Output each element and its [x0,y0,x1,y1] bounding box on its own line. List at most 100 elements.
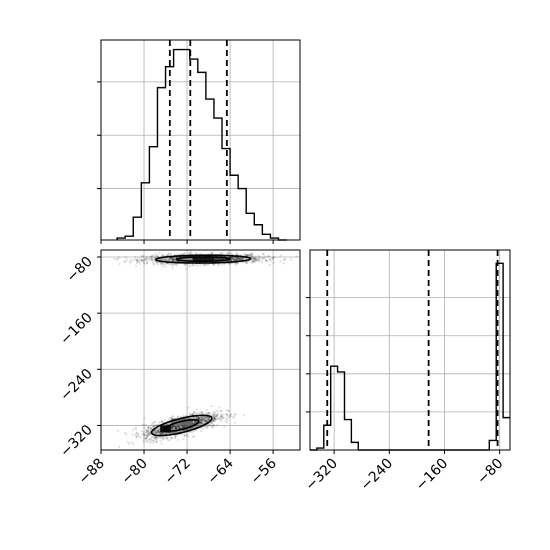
sample-point [134,433,137,436]
sample-point [213,263,216,267]
sample-point [154,439,158,443]
sample-point [156,429,160,432]
sample-point [182,437,185,440]
sample-point [174,426,177,429]
sample-point [118,445,121,448]
sample-point [253,257,256,260]
sample-point [159,439,162,443]
sample-point [236,257,239,260]
sample-point [255,259,258,262]
sample-point [223,262,226,265]
sample-point [226,252,230,255]
sample-point [150,256,153,259]
sample-point [153,430,156,433]
sample-point [173,259,176,262]
sample-point [148,434,151,437]
sample-point [154,436,157,439]
sample-point [206,418,209,421]
sample-point [159,432,162,435]
sample-point [237,257,240,260]
sample-point [154,429,157,432]
sample-point [230,256,233,259]
sample-point [261,257,264,260]
sample-point [169,253,173,256]
sample-point [226,418,229,422]
sample-point [214,418,217,421]
sample-point [261,252,265,255]
sample-point [212,414,215,417]
sample-point [145,255,149,258]
sample-point [196,424,199,427]
sample-point [202,416,205,419]
sample-point [245,254,248,257]
sample-point [143,263,146,266]
sample-point [147,426,150,429]
sample-point [161,431,165,435]
sample-point [191,431,194,434]
sample-point [145,431,148,434]
sample-point [170,257,174,260]
sample-point [215,415,218,419]
contour-line [163,418,200,432]
sample-point [213,424,216,427]
sample-point [160,432,163,435]
sample-point [142,423,145,426]
sample-point [201,263,205,267]
sample-point [125,433,128,436]
sample-point [213,413,217,416]
sample-point [239,257,242,261]
sample-point [194,420,197,423]
sample-point [198,422,201,425]
sample-point [254,257,257,260]
sample-point [145,436,148,440]
sample-point [169,416,172,419]
sample-point [177,427,181,430]
density-cell [170,418,182,426]
x-tick-label: −240 [358,456,397,495]
sample-point [213,417,216,420]
sample-point [204,416,208,419]
sample-point [144,433,147,436]
sample-point [233,258,236,261]
sample-point [161,254,164,257]
sample-point [171,431,174,434]
sample-point [242,414,245,417]
sample-point [142,255,145,258]
sample-point [233,259,236,262]
sample-point [147,432,150,435]
sample-point [158,252,161,255]
sample-point [148,441,151,444]
sample-point [289,258,293,261]
sample-point [200,416,203,420]
sample-point [141,430,144,433]
sample-point [211,420,215,423]
sample-point [145,439,148,442]
sample-point [269,259,272,262]
sample-point [178,426,182,429]
sample-point [155,431,158,435]
sample-point [156,255,160,258]
sample-point [232,257,236,261]
sample-point [207,418,210,421]
sample-point [170,425,173,428]
x-tick-label: −320 [302,456,341,495]
contour-line [155,254,252,264]
sample-point [233,416,236,419]
sample-point [152,426,155,429]
sample-point [115,258,119,261]
sample-point [183,263,186,266]
sample-point [251,255,254,258]
sample-point [153,430,156,433]
sample-point [230,257,233,260]
sample-point [263,257,266,260]
sample-point [165,423,168,426]
sample-point [236,256,240,259]
sample-point [232,415,235,419]
sample-point [263,255,266,258]
sample-point [210,421,213,424]
sample-point [188,412,191,416]
sample-point [207,411,210,415]
sample-point [134,426,137,430]
sample-point [170,427,173,430]
sample-point [154,260,158,263]
